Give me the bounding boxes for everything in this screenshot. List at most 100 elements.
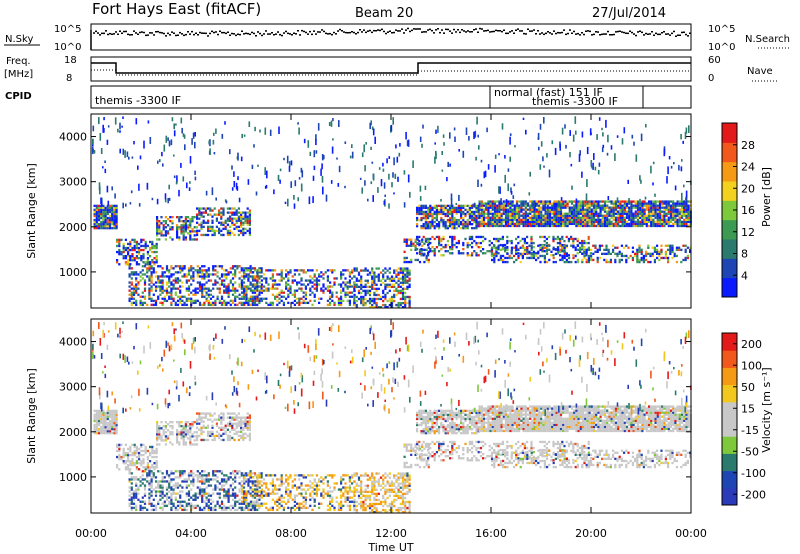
power-cell bbox=[595, 218, 598, 222]
power-cell bbox=[278, 293, 281, 296]
power-cell bbox=[515, 252, 518, 256]
power-cell bbox=[658, 204, 662, 207]
power-cell bbox=[172, 287, 175, 290]
power-cell bbox=[161, 267, 164, 270]
power-noise bbox=[542, 156, 544, 162]
power-cell bbox=[546, 208, 549, 211]
power-cell bbox=[111, 214, 114, 218]
power-cell bbox=[471, 235, 474, 239]
power-cell bbox=[133, 240, 136, 244]
power-cell bbox=[647, 246, 650, 249]
power-cell bbox=[543, 243, 546, 247]
power-noise bbox=[332, 118, 334, 122]
power-cell bbox=[159, 281, 162, 284]
power-cell bbox=[502, 254, 505, 258]
power-cell bbox=[393, 299, 396, 303]
power-cell bbox=[183, 301, 186, 305]
power-cell bbox=[482, 214, 486, 217]
power-cell bbox=[564, 204, 567, 207]
power-cell bbox=[567, 237, 570, 241]
power-cell bbox=[187, 224, 190, 227]
power-cell bbox=[581, 200, 585, 203]
power-noise bbox=[300, 183, 303, 192]
power-noise bbox=[455, 202, 458, 206]
nsky-point bbox=[569, 29, 571, 31]
nsky-point bbox=[489, 31, 491, 33]
power-cell bbox=[665, 212, 668, 215]
power-cell bbox=[601, 208, 604, 211]
power-cell bbox=[161, 281, 164, 284]
power-cell bbox=[207, 287, 210, 290]
power-cell bbox=[393, 271, 396, 274]
power-cell bbox=[150, 299, 153, 303]
power-cell bbox=[566, 204, 569, 207]
power-cell bbox=[577, 208, 580, 211]
power-cell bbox=[515, 218, 519, 222]
power-cell bbox=[353, 295, 356, 298]
power-cell bbox=[238, 285, 241, 288]
power-cell bbox=[597, 218, 600, 222]
power-cell bbox=[480, 218, 483, 222]
power-cell bbox=[293, 293, 296, 296]
power-cell bbox=[529, 206, 532, 209]
nsky-point bbox=[619, 30, 621, 32]
power-cell bbox=[429, 212, 432, 216]
velocity-cell bbox=[115, 430, 118, 433]
power-cell bbox=[111, 218, 114, 222]
velocity-cell bbox=[104, 417, 107, 421]
velocity-cell bbox=[115, 417, 118, 421]
velocity-cell bbox=[180, 425, 183, 428]
power-cell bbox=[471, 212, 474, 216]
power-cell bbox=[678, 208, 681, 211]
power-cell bbox=[209, 303, 213, 307]
power-cell bbox=[664, 244, 667, 247]
power-cell bbox=[575, 202, 578, 205]
power-cell bbox=[198, 275, 202, 278]
nsky-point bbox=[189, 33, 191, 35]
power-cell bbox=[184, 222, 187, 225]
power-cell bbox=[665, 220, 668, 224]
power-noise bbox=[487, 164, 490, 170]
power-noise bbox=[537, 132, 540, 140]
power-cell bbox=[322, 283, 325, 286]
power-cell bbox=[236, 267, 239, 270]
power-cell bbox=[457, 223, 460, 226]
power-cell bbox=[489, 222, 492, 226]
power-cell bbox=[368, 293, 372, 297]
power-cell bbox=[315, 269, 318, 272]
power-cell bbox=[165, 281, 169, 284]
power-cell bbox=[577, 216, 580, 219]
nsky-point bbox=[331, 33, 333, 36]
power-cell bbox=[641, 202, 644, 205]
power-cell bbox=[597, 220, 600, 224]
power-cell bbox=[658, 250, 661, 254]
power-noise bbox=[434, 142, 436, 145]
velocity-cell bbox=[113, 409, 116, 413]
power-cell bbox=[504, 208, 508, 211]
power-cell bbox=[384, 303, 387, 307]
power-cell bbox=[240, 275, 243, 278]
power-cell bbox=[403, 250, 406, 254]
power-cell bbox=[520, 206, 523, 209]
power-cell bbox=[559, 244, 562, 247]
power-cell bbox=[502, 224, 505, 228]
power-cell bbox=[586, 204, 589, 207]
power-cell bbox=[634, 254, 637, 258]
power-cell bbox=[249, 265, 252, 268]
power-cell bbox=[207, 303, 210, 307]
power-cell bbox=[384, 279, 387, 282]
power-cell bbox=[220, 229, 223, 233]
power-cell bbox=[526, 246, 529, 249]
power-cell bbox=[148, 283, 151, 286]
power-cell bbox=[551, 210, 554, 213]
power-cell bbox=[605, 246, 608, 249]
power-cell bbox=[462, 210, 465, 214]
nsky-point bbox=[253, 32, 255, 35]
velocity-cell bbox=[144, 447, 147, 451]
power-cell bbox=[680, 214, 684, 217]
power-cell bbox=[226, 219, 229, 222]
power-cell bbox=[304, 271, 307, 274]
power-cell bbox=[148, 267, 151, 270]
power-cell bbox=[573, 222, 576, 226]
power-cell bbox=[144, 263, 147, 266]
